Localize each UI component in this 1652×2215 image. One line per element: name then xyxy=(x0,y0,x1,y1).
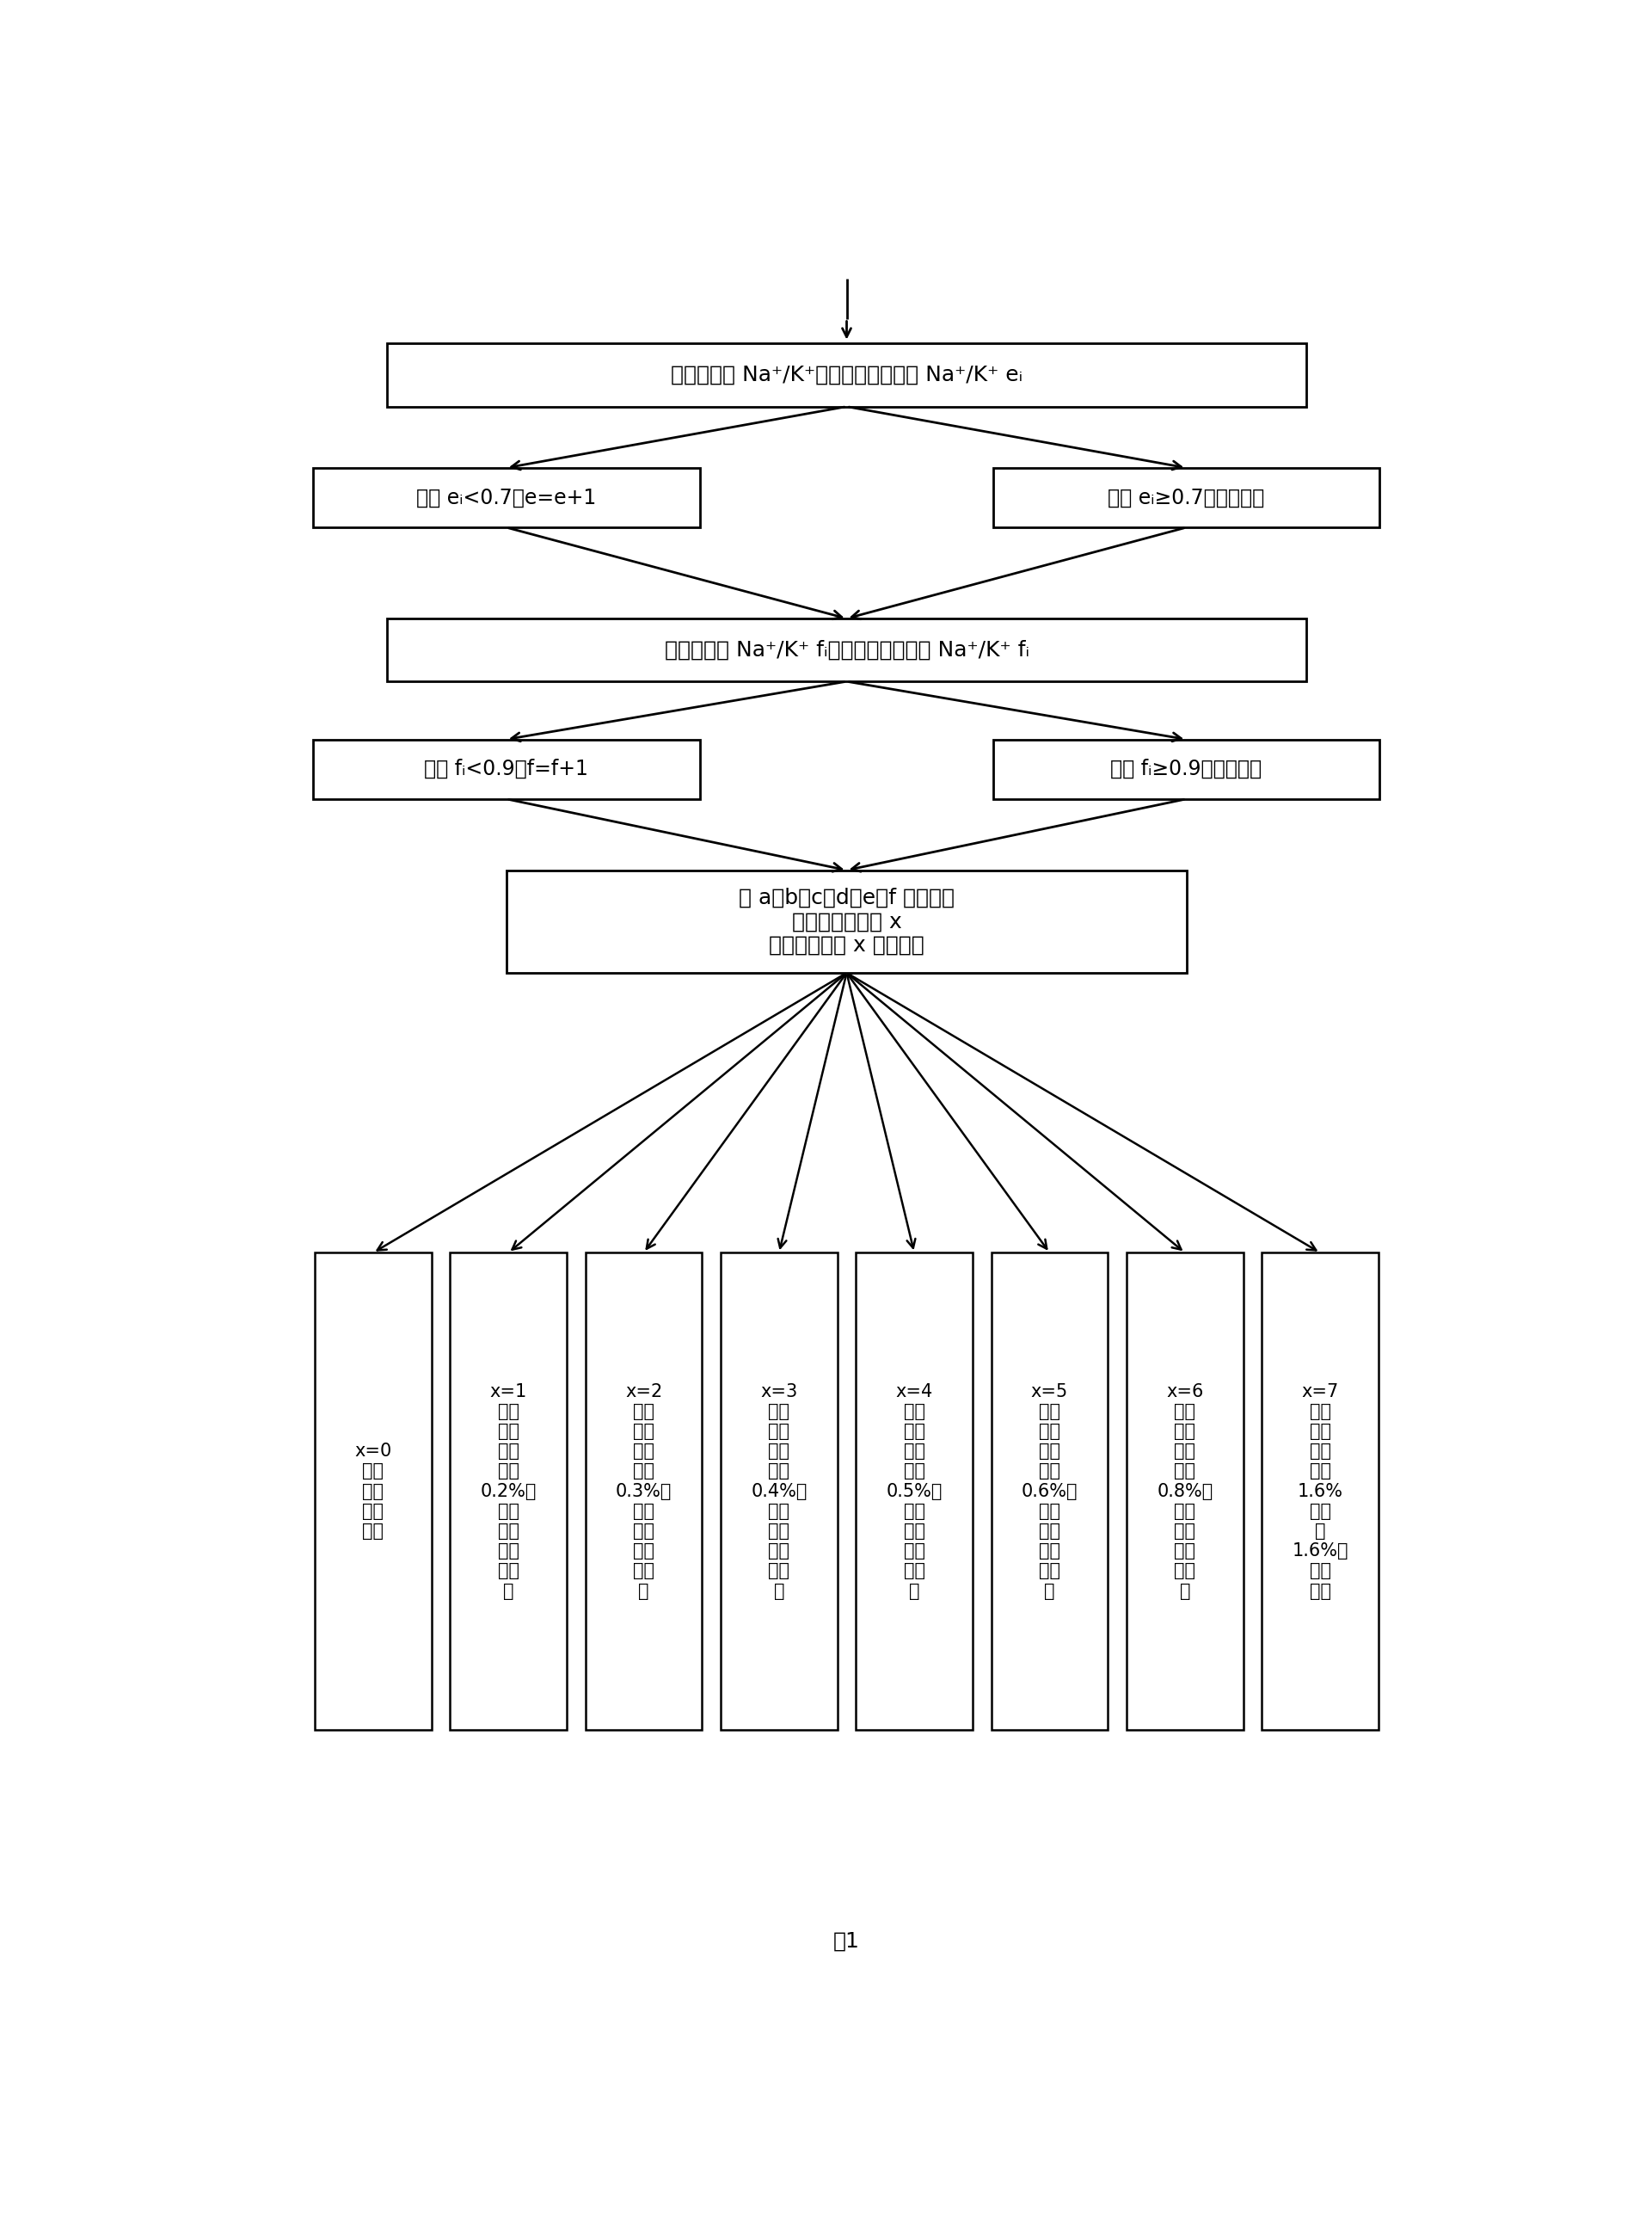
Text: 如果 eᵢ<0.7，e=e+1: 如果 eᵢ<0.7，e=e+1 xyxy=(416,487,596,507)
Text: 读取叶片中 Na⁺/K⁺，依次比对叶片中 Na⁺/K⁺ eᵢ: 读取叶片中 Na⁺/K⁺，依次比对叶片中 Na⁺/K⁺ eᵢ xyxy=(671,365,1023,385)
Text: 图1: 图1 xyxy=(833,1931,861,1951)
Bar xyxy=(316,1254,431,1730)
Bar xyxy=(1262,1254,1378,1730)
Bar xyxy=(993,740,1379,800)
Text: x=6
该品
种耐
盐极
限为
0.8%，
适宜
重度
盐渍
化土
壤: x=6 该品 种耐 盐极 限为 0.8%， 适宜 重度 盐渍 化土 壤 xyxy=(1156,1382,1213,1599)
Text: x=4
该品
种耐
盐极
限为
0.5%，
适宜
中度
盐渍
化土
壤: x=4 该品 种耐 盐极 限为 0.5%， 适宜 中度 盐渍 化土 壤 xyxy=(885,1382,942,1599)
Text: 取 a、b、c、d、e、f 中最小値
该値即为短板値 x
根据该短板値 x 进行判断: 取 a、b、c、d、e、f 中最小値 该値即为短板値 x 根据该短板値 x 进行… xyxy=(738,888,955,955)
Text: x=3
该品
种耐
盐极
限为
0.4%，
适宜
中度
盐渍
化土
壤: x=3 该品 种耐 盐极 限为 0.4%， 适宜 中度 盐渍 化土 壤 xyxy=(752,1382,808,1599)
Text: x=0
该品
种不
适宜
引种: x=0 该品 种不 适宜 引种 xyxy=(355,1442,392,1539)
Bar xyxy=(1127,1254,1244,1730)
Bar xyxy=(449,1254,567,1730)
Text: 如果 eᵢ≥0.7，比对结束: 如果 eᵢ≥0.7，比对结束 xyxy=(1108,487,1264,507)
Bar xyxy=(507,870,1186,972)
Text: 如果 fᵢ≥0.9，比对结束: 如果 fᵢ≥0.9，比对结束 xyxy=(1110,760,1262,780)
Bar xyxy=(856,1254,973,1730)
Bar xyxy=(720,1254,838,1730)
Bar xyxy=(991,1254,1108,1730)
Text: x=2
该品
种耐
盐极
限为
0.3%，
适宜
轻度
盐渍
化土
壤: x=2 该品 种耐 盐极 限为 0.3%， 适宜 轻度 盐渍 化土 壤 xyxy=(616,1382,672,1599)
Bar xyxy=(387,618,1307,682)
Text: x=1
该品
种耐
盐极
限为
0.2%，
适宜
轻度
盐渍
化土
壤: x=1 该品 种耐 盐极 限为 0.2%， 适宜 轻度 盐渍 化土 壤 xyxy=(481,1382,537,1599)
Text: 读取根系中 Na⁺/K⁺ fᵢ，依次比对根系中 Na⁺/K⁺ fᵢ: 读取根系中 Na⁺/K⁺ fᵢ，依次比对根系中 Na⁺/K⁺ fᵢ xyxy=(664,640,1029,660)
Bar xyxy=(314,467,700,527)
Bar xyxy=(585,1254,702,1730)
Text: x=7
该品
种耐
盐极
限为
1.6%
或大
于
1.6%，
适宜
盐土: x=7 该品 种耐 盐极 限为 1.6% 或大 于 1.6%， 适宜 盐土 xyxy=(1292,1382,1348,1599)
Bar xyxy=(314,740,700,800)
Text: 如果 fᵢ<0.9，f=f+1: 如果 fᵢ<0.9，f=f+1 xyxy=(425,760,588,780)
Text: x=5
该品
种耐
盐极
限为
0.6%，
适宜
中度
盐渍
化土
壤: x=5 该品 种耐 盐极 限为 0.6%， 适宜 中度 盐渍 化土 壤 xyxy=(1021,1382,1077,1599)
Bar xyxy=(387,343,1307,408)
Bar xyxy=(993,467,1379,527)
